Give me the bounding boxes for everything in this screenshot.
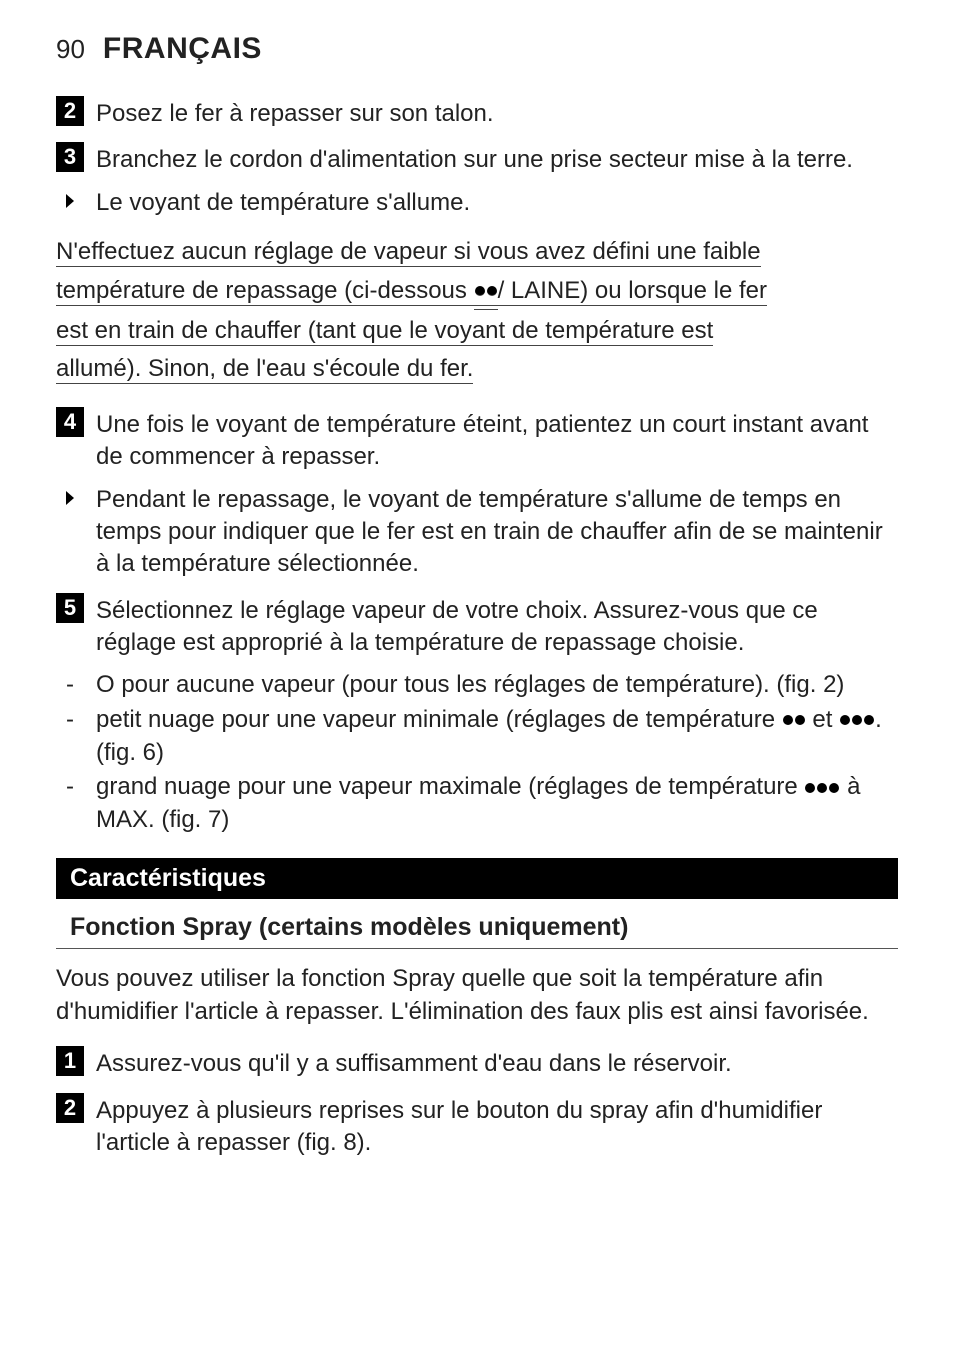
step-text: Sélectionnez le réglage vapeur de votre …	[96, 593, 898, 660]
step-number-badge: 1	[56, 1046, 84, 1076]
step-3-block: 3 Branchez le cordon d'alimentation sur …	[56, 142, 898, 219]
dash-bullet: -	[56, 704, 84, 734]
step-3: 3 Branchez le cordon d'alimentation sur …	[56, 142, 898, 176]
warning-line: température de repassage (ci-dessous / L…	[56, 277, 767, 306]
spray-paragraph: Vous pouvez utiliser la fonction Spray q…	[56, 963, 898, 1028]
bullet-text: Le voyant de température s'allume.	[84, 187, 898, 219]
triangle-bullet-icon	[56, 484, 84, 506]
spray-step-2: 2 Appuyez à plusieurs reprises sur le bo…	[56, 1093, 898, 1160]
step-5-block: 5 Sélectionnez le réglage vapeur de votr…	[56, 593, 898, 837]
warning-line: N'effectuez aucun réglage de vapeur si v…	[56, 238, 761, 267]
warning-line: est en train de chauffer (tant que le vo…	[56, 317, 713, 346]
step-5-option-2: - petit nuage pour une vapeur minimale (…	[56, 704, 898, 769]
section-heading-caracteristiques: Caractéristiques	[56, 858, 898, 899]
step-5-option-3: - grand nuage pour une vapeur maximale (…	[56, 771, 898, 836]
step-3-bullet: Le voyant de température s'allume.	[56, 187, 898, 219]
warning-note: N'effectuez aucun réglage de vapeur si v…	[56, 233, 898, 389]
two-dots-icon	[782, 702, 806, 734]
dash-bullet: -	[56, 669, 84, 699]
three-dots-icon	[804, 770, 840, 802]
option-text: O pour aucune vapeur (pour tous les régl…	[84, 669, 898, 701]
step-text: Une fois le voyant de température éteint…	[96, 407, 898, 474]
triangle-bullet-icon	[56, 187, 84, 209]
language-title: FRANÇAIS	[103, 32, 262, 66]
option-text: grand nuage pour une vapeur maximale (ré…	[84, 771, 898, 836]
dash-bullet: -	[56, 771, 84, 801]
step-4: 4 Une fois le voyant de température étei…	[56, 407, 898, 474]
sub-heading-spray: Fonction Spray (certains modèles uniquem…	[56, 913, 898, 949]
step-number-badge: 4	[56, 407, 84, 437]
step-number-badge: 3	[56, 142, 84, 172]
step-number-badge: 2	[56, 1093, 84, 1123]
step-number-badge: 2	[56, 96, 84, 126]
step-5-option-1: - O pour aucune vapeur (pour tous les ré…	[56, 669, 898, 701]
bullet-text: Pendant le repassage, le voyant de tempé…	[84, 484, 898, 581]
step-4-block: 4 Une fois le voyant de température étei…	[56, 407, 898, 581]
step-text: Branchez le cordon d'alimentation sur un…	[96, 142, 898, 176]
two-dots-icon	[474, 270, 498, 310]
page-header: 90 FRANÇAIS	[56, 32, 898, 66]
page-number: 90	[56, 34, 85, 65]
step-2: 2 Posez le fer à repasser sur son talon.	[56, 96, 898, 130]
step-text: Appuyez à plusieurs reprises sur le bout…	[96, 1093, 898, 1160]
step-text: Assurez-vous qu'il y a suffisamment d'ea…	[96, 1046, 898, 1080]
step-4-bullet: Pendant le repassage, le voyant de tempé…	[56, 484, 898, 581]
warning-line: allumé). Sinon, de l'eau s'écoule du fer…	[56, 355, 473, 384]
step-5: 5 Sélectionnez le réglage vapeur de votr…	[56, 593, 898, 660]
step-number-badge: 5	[56, 593, 84, 623]
spray-step-1: 1 Assurez-vous qu'il y a suffisamment d'…	[56, 1046, 898, 1080]
step-text: Posez le fer à repasser sur son talon.	[96, 96, 898, 130]
three-dots-icon	[839, 702, 875, 734]
option-text: petit nuage pour une vapeur minimale (ré…	[84, 704, 898, 769]
